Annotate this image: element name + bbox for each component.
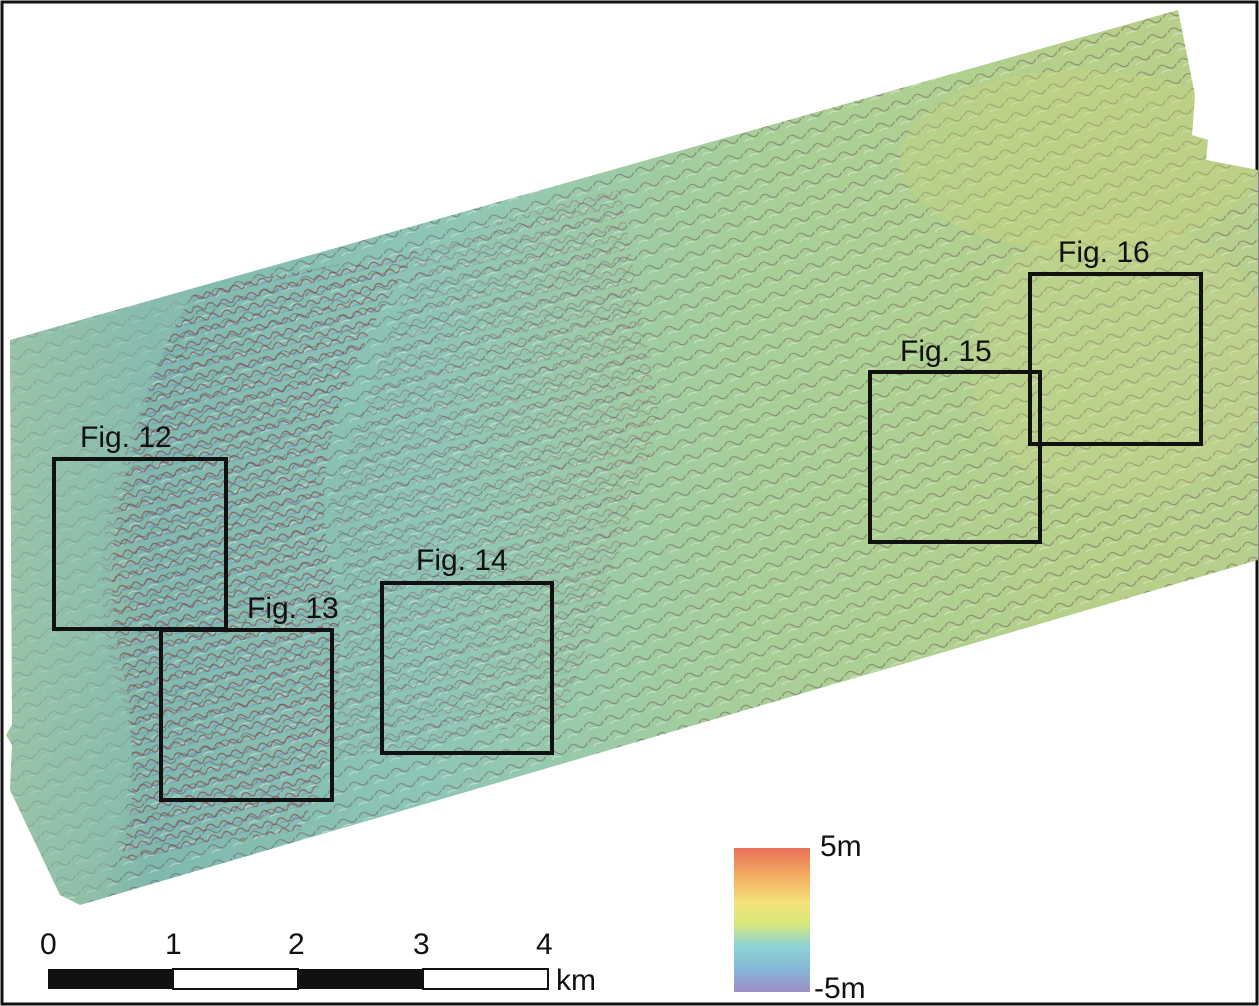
scale-tick-label: 0: [40, 928, 57, 961]
depth-color-legend: 5m -5m: [734, 830, 866, 1005]
figure-box-label: Fig. 14: [416, 544, 508, 577]
scale-segment-3: [422, 968, 549, 990]
scale-bar: 0 1 2 3 4 km: [40, 928, 596, 997]
scale-tick-label: 2: [288, 928, 305, 961]
scale-unit: km: [556, 964, 596, 997]
scale-segment-2: [298, 969, 423, 989]
figure-box-fig16: Fig. 16: [1028, 236, 1203, 446]
legend-min-label: -5m: [814, 972, 866, 1005]
figure-box-label: Fig. 13: [247, 592, 339, 625]
scale-tick-label: 3: [413, 928, 430, 961]
figure-box-label: Fig. 12: [80, 421, 172, 454]
scale-tick-label: 1: [165, 928, 182, 961]
figure-box-label: Fig. 16: [1058, 236, 1150, 269]
figure-box-fig13: Fig. 13: [159, 592, 339, 802]
figure-box-fig12: Fig. 12: [52, 421, 228, 631]
scale-segment-0: [48, 969, 173, 989]
scale-tick-label: 4: [536, 928, 553, 961]
scale-segment-1: [172, 968, 299, 990]
figure-box-fig15: Fig. 15: [868, 335, 1042, 544]
legend-max-label: 5m: [820, 830, 862, 863]
figure-box-label: Fig. 15: [900, 335, 992, 368]
legend-color-ramp: [734, 848, 810, 992]
figure-box-fig14: Fig. 14: [380, 544, 554, 755]
